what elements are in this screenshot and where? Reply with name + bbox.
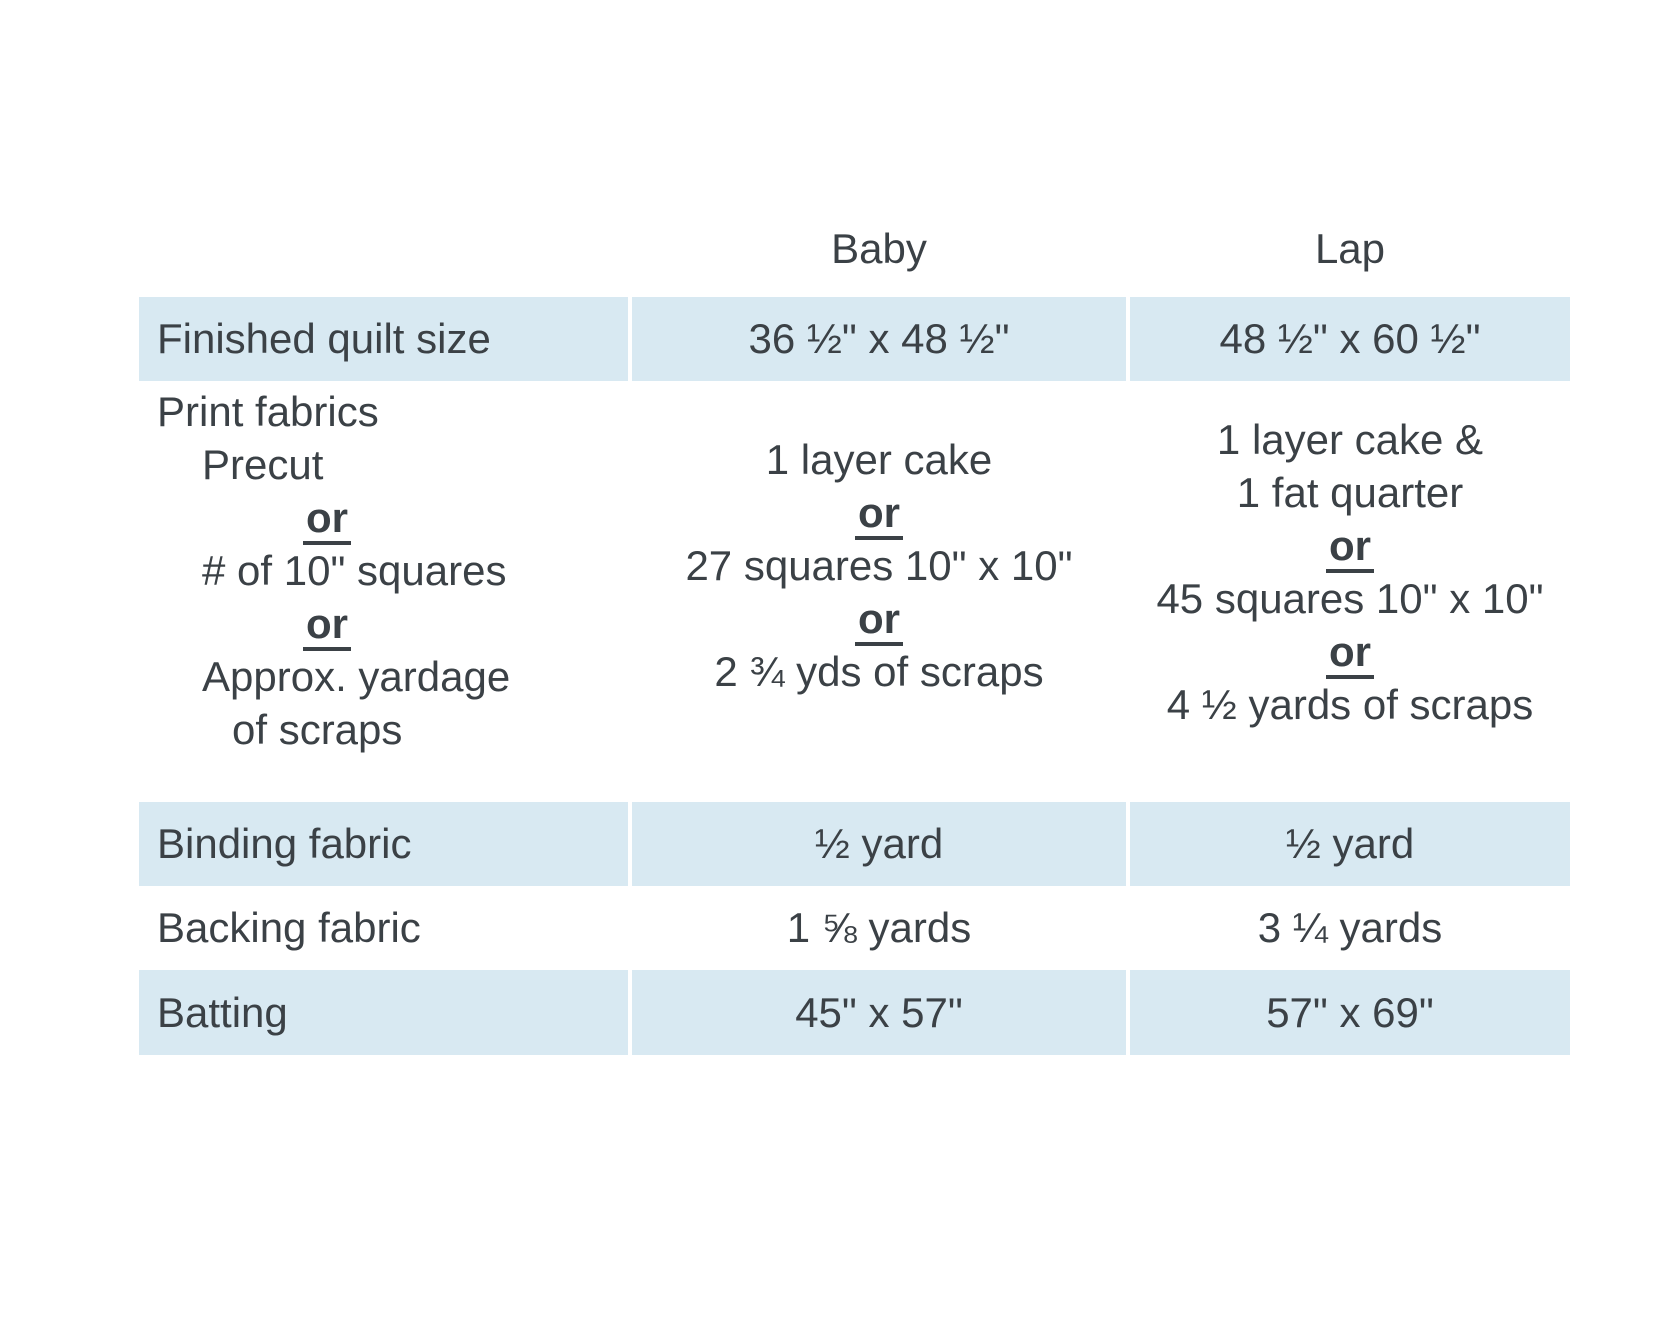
- squares-lap-value: 45 squares 10" x 10": [1156, 575, 1544, 622]
- or-separator-row: or: [1130, 519, 1570, 573]
- batting-row: Batting 45" x 57" 57" x 69": [139, 970, 1570, 1055]
- print-fabrics-baby-cell: 1 layer cake or 27 squares 10" x 10" or …: [628, 381, 1126, 802]
- print-fabrics-lap-cell: 1 layer cake & 1 fat quarter or 45 squar…: [1126, 381, 1570, 802]
- yardage-label-line2: of scraps: [232, 706, 403, 753]
- backing-fabric-label: Backing fabric: [157, 904, 421, 951]
- or-separator: or: [855, 598, 903, 646]
- or-separator: or: [1326, 631, 1374, 679]
- binding-fabric-row: Binding fabric ½ yard ½ yard: [139, 802, 1570, 886]
- yardage-label-line1: Approx. yardage: [202, 653, 511, 700]
- squares-label: # of 10" squares: [202, 547, 507, 594]
- or-separator-row: or: [632, 486, 1126, 540]
- precut-lap-value-line2: 1 fat quarter: [1236, 469, 1464, 516]
- or-separator-row: or: [632, 592, 1126, 646]
- backing-fabric-lap-value: 3 ¼ yards: [1126, 886, 1570, 970]
- backing-fabric-row: Backing fabric 1 ⅝ yards 3 ¼ yards: [139, 886, 1570, 970]
- fabric-requirements-table: Baby Lap Finished quilt size 36 ½" x 48 …: [139, 200, 1570, 1055]
- print-fabrics-label-cell: Print fabrics Precut or # of 10" squares…: [139, 381, 628, 802]
- batting-lap-value: 57" x 69": [1126, 970, 1570, 1055]
- column-header-baby: Baby: [628, 200, 1126, 297]
- print-fabrics-row: Print fabrics Precut or # of 10" squares…: [139, 381, 1570, 802]
- backing-fabric-baby-value: 1 ⅝ yards: [628, 886, 1126, 970]
- binding-fabric-lap-value: ½ yard: [1126, 802, 1570, 886]
- yardage-lap-value: 4 ½ yards of scraps: [1166, 681, 1534, 728]
- header-row: Baby Lap: [139, 200, 1570, 297]
- squares-baby-value: 27 squares 10" x 10": [685, 542, 1073, 589]
- finished-quilt-size-row: Finished quilt size 36 ½" x 48 ½" 48 ½" …: [139, 297, 1570, 381]
- or-separator: or: [855, 492, 903, 540]
- yardage-baby-value: 2 ¾ yds of scraps: [714, 648, 1044, 695]
- binding-fabric-label: Binding fabric: [139, 802, 628, 886]
- finished-quilt-size-label: Finished quilt size: [139, 297, 628, 381]
- batting-baby-value: 45" x 57": [628, 970, 1126, 1055]
- binding-fabric-baby-value: ½ yard: [628, 802, 1126, 886]
- batting-label: Batting: [139, 970, 628, 1055]
- or-separator: or: [1326, 525, 1374, 573]
- finished-quilt-size-baby-value: 36 ½" x 48 ½": [628, 297, 1126, 381]
- column-header-lap: Lap: [1126, 200, 1570, 297]
- or-separator: or: [303, 497, 351, 545]
- or-separator: or: [303, 603, 351, 651]
- or-separator-row: or: [157, 597, 497, 651]
- precut-baby-value: 1 layer cake: [765, 436, 993, 483]
- header-spacer: [139, 200, 628, 297]
- finished-quilt-size-lap-value: 48 ½" x 60 ½": [1126, 297, 1570, 381]
- precut-lap-value-line1: 1 layer cake &: [1216, 416, 1484, 463]
- precut-label: Precut: [202, 441, 324, 488]
- or-separator-row: or: [1130, 625, 1570, 679]
- or-separator-row: or: [157, 491, 497, 545]
- print-fabrics-label: Print fabrics: [157, 388, 379, 435]
